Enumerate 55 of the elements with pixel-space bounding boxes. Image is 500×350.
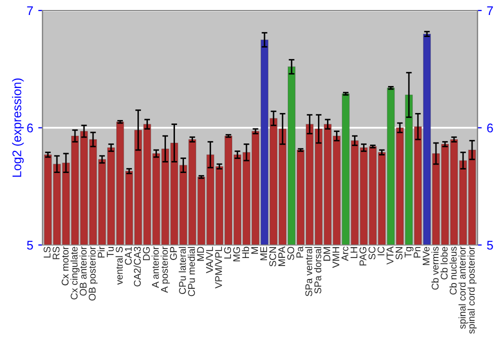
y2-tick-label: 5 <box>487 240 493 250</box>
x-tick-label: M <box>251 247 258 254</box>
x-tick-label: SC <box>368 246 376 260</box>
x-tick-label: VTA <box>386 246 394 265</box>
x-tick-label: OB anterior <box>79 246 87 296</box>
x-tick-label: Tg <box>404 247 414 258</box>
x-tick-label: MPA <box>278 246 286 266</box>
x-tick-label: LG <box>224 247 232 259</box>
x-tick-label: Cb vermis <box>431 246 439 290</box>
x-tick-label: DG <box>142 247 150 260</box>
x-tick-label: ME <box>260 246 268 260</box>
x-tick-label: LS <box>44 246 51 258</box>
x-tick-label: VA/VL <box>206 246 213 274</box>
x-tick-label: spinal cord posterior <box>468 246 477 334</box>
x-tick-label: Pa <box>296 246 304 258</box>
x-tick-label: IC <box>378 246 384 256</box>
x-tick-label: LH <box>350 247 358 258</box>
x-tick-label: RS <box>52 246 60 260</box>
x-tick-label: SCN <box>269 247 276 266</box>
x-tick-label: Arc <box>342 246 348 261</box>
x-tick-label: GP <box>170 246 177 260</box>
x-tick-label: SO <box>287 246 294 260</box>
x-tick-label: ventral S <box>116 246 123 285</box>
y-tick-label: 7 <box>27 6 33 16</box>
y2-tick-label: 6 <box>487 124 493 132</box>
x-tick-label: MD <box>197 246 204 261</box>
x-tick-label: A posterior <box>160 246 170 293</box>
x-tick-label: MVe <box>422 246 430 266</box>
x-tick-label: SPa dorsal <box>314 247 322 294</box>
x-tick-label: Pir <box>98 246 105 258</box>
y-tick-label: 5 <box>27 240 33 250</box>
x-tick-label: VPM/VPL <box>214 246 222 288</box>
x-tick-label: Pn <box>414 247 420 258</box>
x-tick-label: CPu medial <box>188 247 195 296</box>
x-tick-label: OB posterior <box>88 246 98 300</box>
y-axis-title: Log2 (expression) <box>12 78 24 177</box>
x-tick-label: VMH <box>332 247 340 268</box>
x-tick-label: MG <box>233 247 240 262</box>
y2-tick-label: 7 <box>487 6 493 16</box>
x-tick-label: CA2/CA3 <box>134 246 141 286</box>
x-tick-label: Hb <box>242 246 250 258</box>
x-tick-label: spinal cord anterior <box>458 246 468 329</box>
x-tick-label: Cx motor <box>62 246 69 286</box>
x-tick-label: Tu <box>106 247 114 258</box>
x-tick-label: CPu lateral <box>178 247 186 294</box>
x-tick-label: DM <box>324 247 330 261</box>
x-tick-label: PAG <box>360 247 366 266</box>
x-tick-label: SPa ventral <box>305 247 312 296</box>
x-tick-label: SN <box>396 247 402 260</box>
x-tick-label: A anterior <box>152 246 159 288</box>
x-tick-label: Cx cingulate <box>70 246 80 300</box>
x-tick-label: Cb nucleus <box>450 246 457 295</box>
x-tick-label: Cb lobe <box>440 246 448 280</box>
y-tick-label: 6 <box>27 124 33 132</box>
x-tick-label: CA1 <box>124 246 132 265</box>
